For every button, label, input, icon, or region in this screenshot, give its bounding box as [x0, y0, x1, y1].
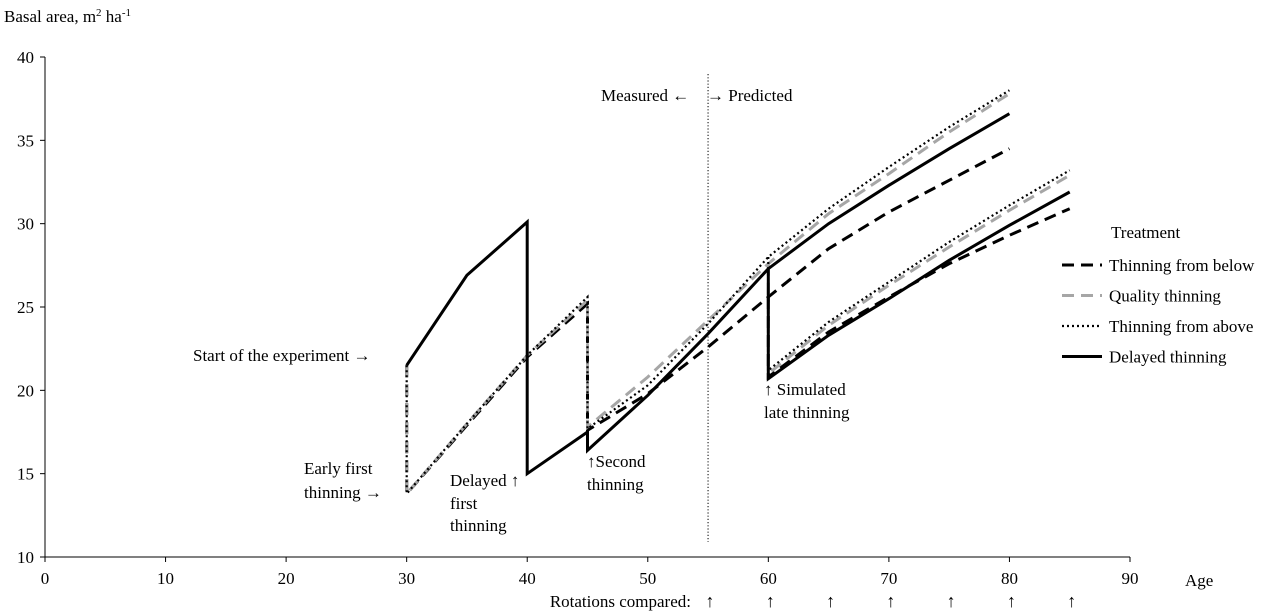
x-tick-label: 40	[519, 569, 536, 588]
legend-label: Thinning from above	[1109, 317, 1253, 336]
y-tick-label: 20	[17, 381, 34, 400]
rotation-arrows: ↑ ↑ ↑ ↑ ↑ ↑ ↑	[706, 591, 1077, 611]
y-tick-label: 35	[17, 131, 34, 150]
series-line	[767, 169, 1071, 373]
x-tick-label: 50	[639, 569, 656, 588]
x-tick-label: 80	[1001, 569, 1018, 588]
annotation-predicted: → Predicted	[707, 86, 793, 105]
y-tick-label: 40	[17, 48, 34, 67]
series-line	[766, 174, 1071, 377]
rotations-compared-label: Rotations compared:	[550, 592, 691, 611]
legend-label: Quality thinning	[1109, 287, 1221, 306]
legend-title: Treatment	[1111, 223, 1181, 242]
annotation-start-of-experiment: Start of the experiment →	[193, 346, 371, 365]
series-delayed-thinning	[405, 112, 1071, 477]
series-line	[405, 112, 1011, 477]
annotation-delayed-first-thinning-line2: first	[450, 494, 478, 513]
rotation-arrow: ↑	[1007, 591, 1016, 611]
annotation-measured: Measured ←	[601, 86, 689, 105]
y-axis-title: Basal area, m2 ha-1	[4, 7, 131, 26]
rotation-arrow: ↑	[947, 591, 956, 611]
legend-items: Thinning from below Quality thinning Thinn…	[1062, 256, 1255, 367]
x-tick-label: 0	[41, 569, 50, 588]
series-line	[405, 89, 1010, 497]
x-tick-label: 30	[398, 569, 415, 588]
rotation-arrow: ↑	[886, 591, 895, 611]
series-line	[405, 92, 1011, 498]
axis-tick-labels: 0 10 20 30 40 50 60 70 80 90 10 15 20 25 30 35 40	[17, 48, 1139, 588]
annotation-second-thinning-line1: ↑Second	[587, 452, 646, 471]
annotation-early-first-thinning-line2: thinning →	[304, 483, 382, 502]
annotation-delayed-first-thinning-line3: thinning	[450, 516, 507, 535]
y-axis-title-mid: ha	[102, 7, 123, 26]
legend-label: Thinning from below	[1109, 256, 1255, 275]
rotation-arrow: ↑	[1067, 591, 1076, 611]
series-thinning-from-above	[405, 89, 1071, 497]
x-tick-label: 90	[1122, 569, 1139, 588]
axis-ticks	[40, 56, 1131, 562]
annotation-simulated-late-thinning-line2: late thinning	[764, 403, 850, 422]
y-tick-label: 30	[17, 215, 34, 234]
rotation-arrow: ↑	[826, 591, 835, 611]
y-axis-title-sup2: -1	[122, 7, 131, 19]
x-tick-label: 10	[157, 569, 174, 588]
legend: Treatment Thinning from below Quality thi…	[1062, 223, 1255, 367]
x-tick-label: 20	[278, 569, 295, 588]
series-layer	[405, 89, 1071, 498]
annotation-delayed-first-thinning-line1: Delayed ↑	[450, 471, 519, 490]
x-axis-title: Age	[1185, 571, 1213, 590]
series-quality-thinning	[405, 92, 1071, 498]
series-line	[766, 190, 1071, 382]
y-tick-label: 10	[17, 548, 34, 567]
rotation-arrow: ↑	[766, 591, 775, 611]
series-thinning-from-below	[405, 147, 1071, 498]
y-tick-label: 25	[17, 298, 34, 317]
rotation-arrow: ↑	[706, 591, 715, 611]
annotation-early-first-thinning-line1: Early first	[304, 459, 373, 478]
y-axis-title-sup1: 2	[96, 7, 102, 19]
x-tick-label: 70	[880, 569, 897, 588]
y-tick-label: 15	[17, 465, 34, 484]
x-tick-label: 60	[760, 569, 777, 588]
annotation-simulated-late-thinning-line1: ↑ Simulated	[764, 380, 846, 399]
annotation-second-thinning-line2: thinning	[587, 475, 644, 494]
y-axis-title-main: Basal area, m	[4, 7, 96, 26]
legend-label: Delayed thinning	[1109, 348, 1227, 367]
